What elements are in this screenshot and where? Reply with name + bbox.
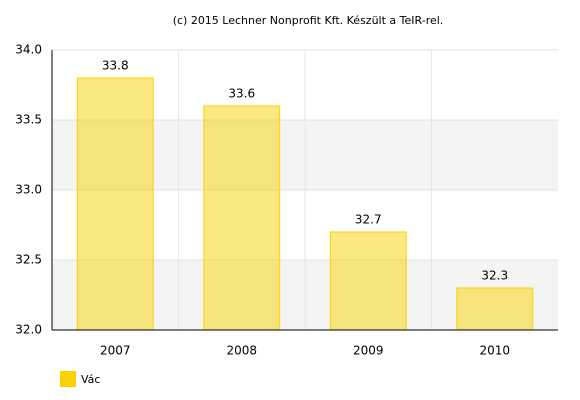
legend-label: Vác xyxy=(81,373,100,386)
bar xyxy=(329,231,407,331)
x-tick-label: 2009 xyxy=(353,344,384,358)
y-tick-label: 33.5 xyxy=(15,113,42,127)
x-tick-label: 2008 xyxy=(226,344,257,358)
data-label: 32.3 xyxy=(481,269,508,283)
y-tick-label: 33.0 xyxy=(15,183,42,197)
data-label: 33.6 xyxy=(228,87,255,101)
x-tick-label: 2010 xyxy=(479,344,510,358)
bar xyxy=(203,105,281,331)
y-tick-label: 32.0 xyxy=(15,323,42,337)
x-tick-label: 2007 xyxy=(100,344,131,358)
bar xyxy=(76,77,154,331)
data-label: 33.8 xyxy=(102,59,129,73)
legend-swatch xyxy=(60,371,76,387)
y-tick-label: 34.0 xyxy=(15,43,42,57)
y-tick-label: 32.5 xyxy=(15,253,42,267)
data-label: 32.7 xyxy=(355,213,382,227)
chart-title: (c) 2015 Lechner Nonprofit Kft. Készült … xyxy=(173,14,444,27)
bar xyxy=(456,287,534,331)
